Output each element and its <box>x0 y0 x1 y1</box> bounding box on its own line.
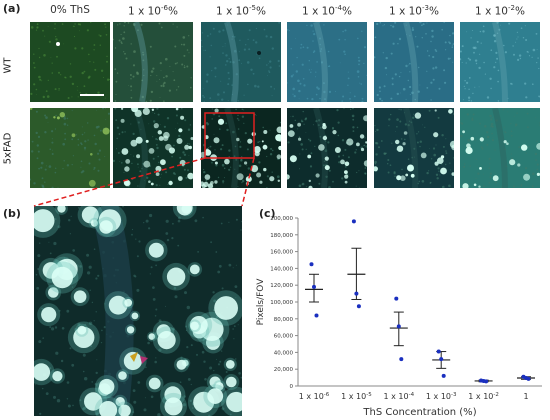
x-tick-label: 1 x 10-2 <box>468 392 499 401</box>
data-point <box>439 357 444 362</box>
x-tick-label: 1 x 10-5 <box>341 392 372 401</box>
micrograph-5xfad-1 <box>113 108 193 188</box>
y-tick-label: 40,000 <box>274 350 294 356</box>
y-tick-label: 120,000 <box>270 283 293 289</box>
column-label-0: 0% ThS <box>50 4 90 16</box>
row-label-5xfad: 5xFAD <box>2 132 14 165</box>
data-point <box>314 313 319 318</box>
column-label-1: 1 x 10-6% <box>128 4 178 18</box>
micrograph-wt-5 <box>460 22 540 102</box>
micrograph-5xfad-2 <box>201 108 281 188</box>
y-tick-label: 180,000 <box>270 233 293 239</box>
data-point <box>399 357 404 362</box>
x-tick-label: 1 x 10-6 <box>299 392 330 401</box>
micrograph-5xfad-3 <box>287 108 367 188</box>
y-tick-label: 60,000 <box>274 334 294 340</box>
micrograph-5xfad-4 <box>374 108 454 188</box>
y-tick-label: 0 <box>290 384 294 390</box>
micrograph-5xfad-0 <box>30 108 110 188</box>
scale-bar <box>80 94 104 96</box>
y-tick-label: 80,000 <box>274 317 294 323</box>
data-point <box>312 284 316 289</box>
data-point <box>396 324 401 329</box>
micrograph-wt-4 <box>374 22 454 102</box>
zoomed-micrograph <box>34 206 242 416</box>
row-label-wt: WT <box>2 57 14 74</box>
micrograph-wt-0 <box>30 22 110 102</box>
y-tick-label: 200,000 <box>270 216 293 222</box>
data-point <box>356 304 361 309</box>
x-tick-label: 1 x 10-4 <box>384 392 415 401</box>
data-point <box>351 219 356 224</box>
data-point <box>394 296 399 301</box>
x-axis-label: ThS Concentration (%) <box>362 407 476 418</box>
column-label-4: 1 x 10-3% <box>389 4 439 18</box>
micrograph-5xfad-5 <box>460 108 540 188</box>
column-label-3: 1 x 10-4% <box>302 4 352 18</box>
data-point <box>309 262 314 267</box>
y-tick-label: 20,000 <box>274 367 294 373</box>
magenta-arrowhead-icon <box>140 356 148 364</box>
column-label-5: 1 x 10-2% <box>475 4 525 18</box>
y-tick-label: 100,000 <box>270 300 293 306</box>
panel-c-label: (c) <box>259 207 276 220</box>
micrograph-wt-1 <box>113 22 193 102</box>
data-point <box>436 349 441 354</box>
data-point <box>526 376 531 381</box>
data-point <box>484 379 489 384</box>
scatter-chart: 0 20,000 40,000 60,000 80,000 100,000 120,000 1… <box>256 216 542 418</box>
panel-a-label: (a) <box>3 2 21 15</box>
data-point <box>441 373 446 378</box>
micrograph-wt-2 <box>201 22 281 102</box>
data-point <box>354 291 359 296</box>
y-axis-label: Pixels/FOV <box>256 278 266 326</box>
y-tick-label: 160,000 <box>270 250 293 256</box>
micrograph-wt-3 <box>287 22 367 102</box>
y-tick-label: 140,000 <box>270 266 293 272</box>
x-tick-label: 1 <box>523 392 528 401</box>
x-tick-label: 1 x 10-3 <box>426 392 457 401</box>
column-label-2: 1 x 10-5% <box>216 4 266 18</box>
yellow-arrowhead-icon <box>130 352 138 362</box>
panel-b-label: (b) <box>3 207 21 220</box>
